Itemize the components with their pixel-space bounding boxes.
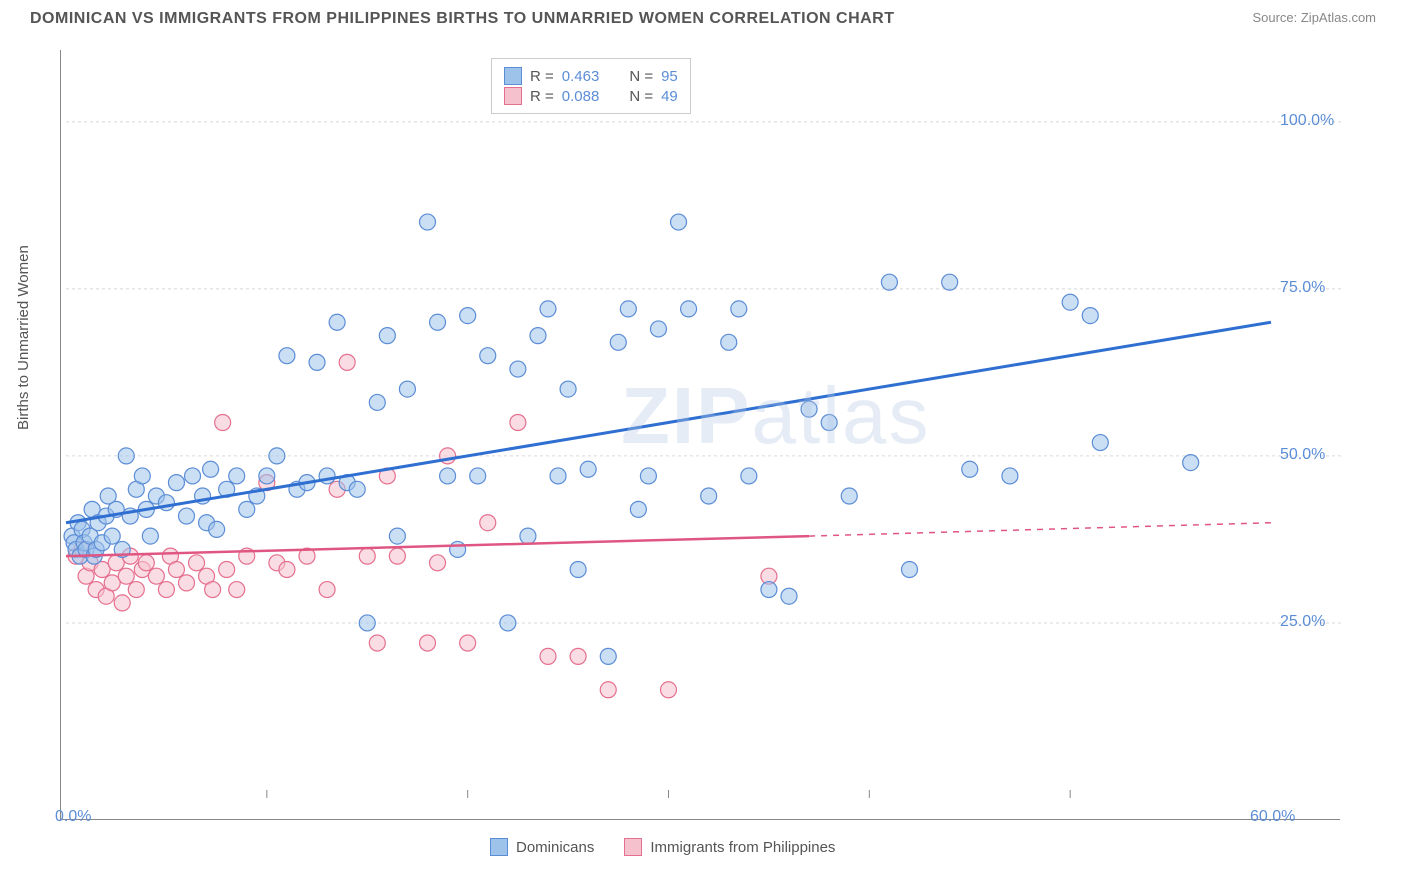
y-tick-label: 100.0% [1280,112,1334,130]
swatch-dominicans [504,67,522,85]
y-tick-label: 75.0% [1280,279,1325,297]
swatch-philippines [504,87,522,105]
legend-row-dominicans: R = 0.463 N = 95 [504,67,678,85]
r-value-0: 0.463 [562,68,600,85]
plot-area: ZIPatlas R = 0.463 N = 95 R = 0.088 N = … [60,50,1340,820]
legend-row-philippines: R = 0.088 N = 49 [504,87,678,105]
n-value-0: 95 [661,68,678,85]
legend-item-philippines: Immigrants from Philippines [624,838,835,856]
source-attribution: Source: ZipAtlas.com [1252,10,1376,25]
series-legend: Dominicans Immigrants from Philippines [490,838,835,856]
x-tick-label: 60.0% [1250,808,1295,826]
n-value-1: 49 [661,88,678,105]
y-tick-label: 25.0% [1280,613,1325,631]
chart-canvas [61,50,1341,820]
r-label-1: R = [530,88,554,105]
legend-item-dominicans: Dominicans [490,838,594,856]
n-label-1: N = [629,88,653,105]
legend-swatch-philippines [624,838,642,856]
y-axis-label: Births to Unmarried Women [15,245,32,430]
correlation-legend: R = 0.463 N = 95 R = 0.088 N = 49 [491,58,691,114]
chart-title: DOMINICAN VS IMMIGRANTS FROM PHILIPPINES… [30,10,895,28]
legend-swatch-dominicans [490,838,508,856]
title-bar: DOMINICAN VS IMMIGRANTS FROM PHILIPPINES… [30,10,1376,28]
r-value-1: 0.088 [562,88,600,105]
x-tick-label: 0.0% [55,808,91,826]
y-tick-label: 50.0% [1280,446,1325,464]
legend-label-philippines: Immigrants from Philippines [650,839,835,856]
n-label-0: N = [629,68,653,85]
legend-label-dominicans: Dominicans [516,839,594,856]
r-label-0: R = [530,68,554,85]
